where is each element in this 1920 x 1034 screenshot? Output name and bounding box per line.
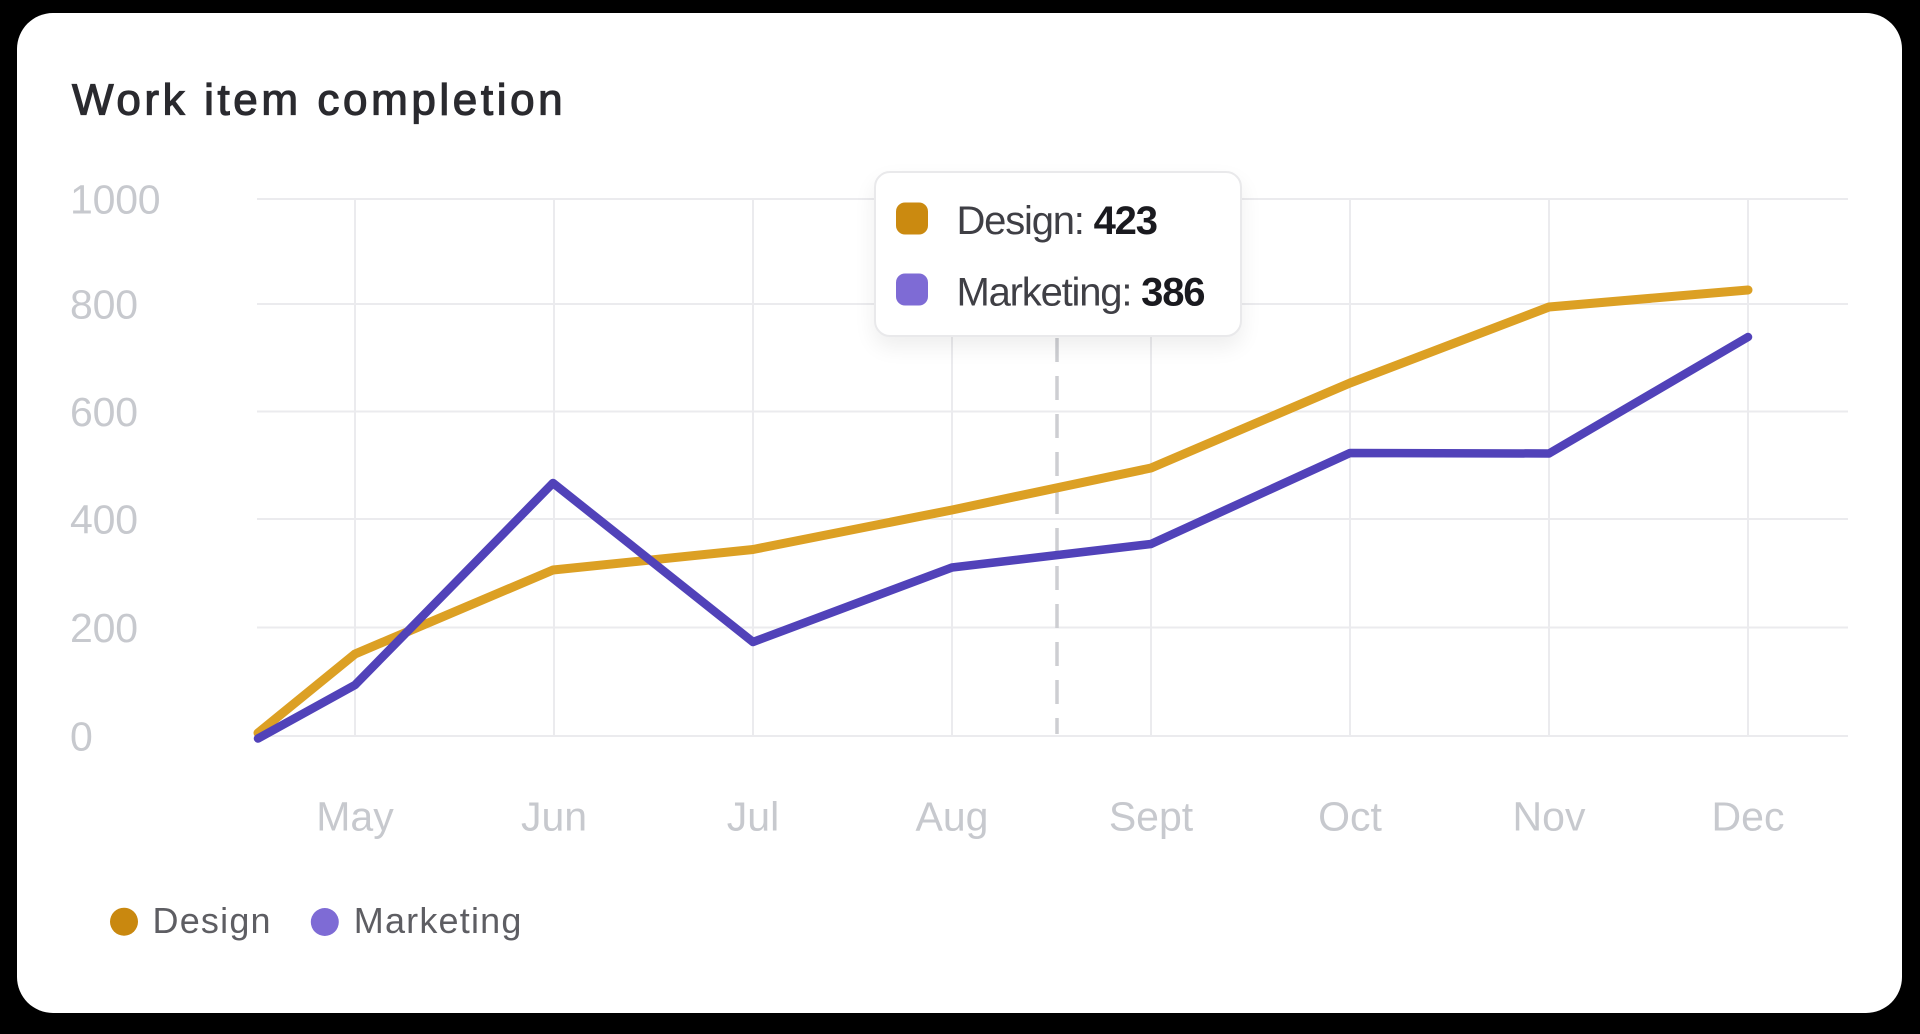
svg-text:Sept: Sept — [1109, 794, 1194, 840]
svg-text:Jul: Jul — [727, 794, 779, 840]
svg-text:1000: 1000 — [70, 177, 160, 223]
svg-text:800: 800 — [70, 282, 138, 328]
svg-text:Design: Design — [153, 900, 272, 941]
svg-text:200: 200 — [70, 605, 138, 651]
svg-text:Work item completion: Work item completion — [72, 76, 566, 125]
svg-text:600: 600 — [70, 389, 138, 435]
svg-text:Dec: Dec — [1712, 794, 1785, 840]
svg-text:Aug: Aug — [916, 794, 989, 840]
svg-text:Nov: Nov — [1513, 794, 1586, 840]
svg-text:Design: 423: Design: 423 — [957, 199, 1157, 243]
svg-text:Jun: Jun — [521, 794, 587, 840]
svg-text:Oct: Oct — [1318, 794, 1382, 840]
svg-text:400: 400 — [70, 497, 138, 543]
svg-text:Marketing: Marketing — [354, 900, 523, 941]
svg-text:May: May — [316, 794, 394, 840]
svg-text:Marketing: 386: Marketing: 386 — [957, 270, 1205, 314]
svg-text:0: 0 — [70, 714, 93, 760]
